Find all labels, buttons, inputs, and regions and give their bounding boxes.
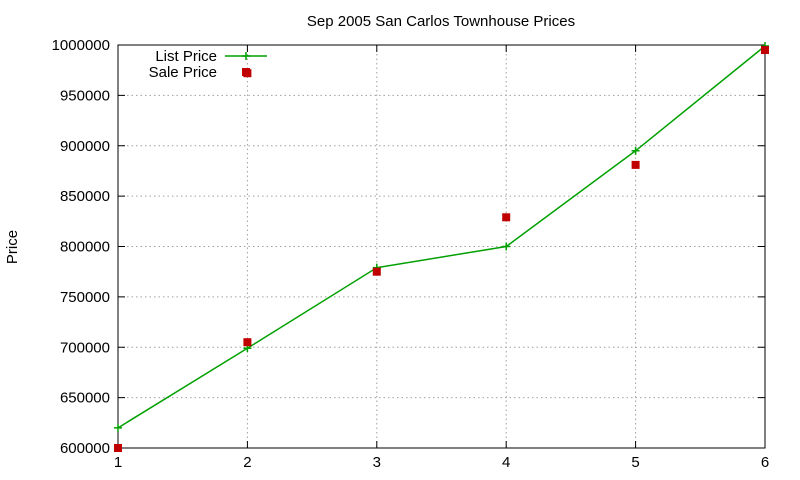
data-point <box>502 242 511 251</box>
x-tick-label: 4 <box>502 454 510 471</box>
y-tick-label: 600000 <box>60 440 110 457</box>
y-tick-label: 700000 <box>60 339 110 356</box>
x-tick-label: 5 <box>631 454 639 471</box>
series-layer <box>114 42 769 452</box>
legend-label: List Price <box>155 48 217 65</box>
legend-label: Sale Price <box>149 64 217 81</box>
y-tick-label: 950000 <box>60 87 110 104</box>
data-point <box>114 444 122 452</box>
legend-marker <box>242 68 250 76</box>
y-tick-label: 650000 <box>60 390 110 407</box>
data-point <box>631 146 640 155</box>
x-tick-label: 1 <box>114 454 122 471</box>
series-1 <box>114 42 769 432</box>
y-tick-label: 900000 <box>60 138 110 155</box>
series-2 <box>114 46 769 452</box>
grid <box>118 45 765 448</box>
y-tick-label: 850000 <box>60 188 110 205</box>
data-point <box>372 267 381 276</box>
y-tick-label: 750000 <box>60 289 110 306</box>
data-point <box>631 160 640 169</box>
y-axis-label: Price <box>4 230 21 264</box>
series-line <box>117 45 766 429</box>
chart-title: Sep 2005 San Carlos Townhouse Prices <box>307 13 575 30</box>
plot-frame <box>117 44 766 449</box>
axis-ticks: 1 2 3 4 5 6 600000 650000 700000 750000 800000 8500… <box>52 37 770 471</box>
data-point <box>761 46 769 55</box>
legend-symbol <box>242 68 250 76</box>
data-point <box>243 338 252 347</box>
data-point <box>502 213 511 222</box>
x-tick-label: 2 <box>243 454 251 471</box>
y-tick-label: 1000000 <box>52 37 110 54</box>
data-point <box>114 423 122 432</box>
x-tick-label: 6 <box>761 454 769 471</box>
x-tick-label: 3 <box>373 454 381 471</box>
legend-symbol <box>225 52 267 60</box>
legend-marker <box>242 52 250 60</box>
y-tick-label: 800000 <box>60 239 110 256</box>
